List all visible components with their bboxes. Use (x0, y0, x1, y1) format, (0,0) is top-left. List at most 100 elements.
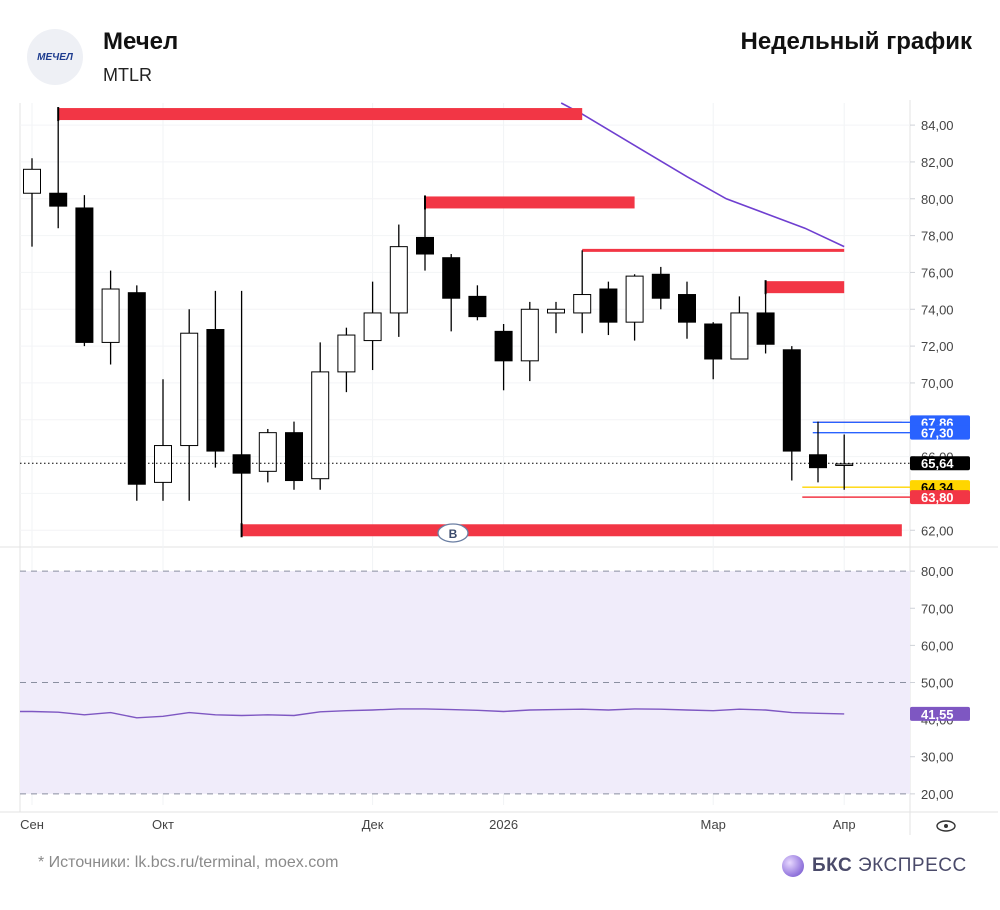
candle-body (285, 432, 303, 482)
candle-body (782, 349, 801, 452)
brand-name-rest: ЭКСПРЕСС (852, 855, 967, 876)
candle-body (101, 288, 120, 343)
candle (258, 428, 277, 483)
rsi-label-text: 41,55 (921, 707, 954, 722)
candle-body (520, 308, 539, 362)
candle (704, 322, 723, 380)
event-marker: B (437, 523, 469, 543)
price-tick-label: 76,00 (921, 265, 954, 280)
price-label-box (910, 425, 970, 440)
candle-body (835, 463, 854, 466)
price-tick-label: 70,00 (921, 376, 954, 391)
time-tick-label: Дек (362, 817, 384, 832)
rsi-current-label: 41,55 (910, 706, 970, 722)
rsi-tick-label: 80,00 (921, 564, 954, 579)
price-chart[interactable]: 62,0064,0066,0068,0070,0072,0074,0076,00… (0, 0, 1000, 850)
candle (756, 287, 775, 354)
candle-body (809, 454, 827, 469)
candle-body (416, 236, 434, 255)
candle (232, 290, 251, 531)
price-label-box (910, 490, 970, 505)
candles (23, 110, 854, 531)
candle-body (730, 312, 749, 360)
company-logo: МЕЧЕЛ (27, 29, 83, 85)
candle (337, 327, 356, 393)
candle (23, 158, 41, 247)
candle (206, 290, 225, 468)
candle-body (154, 445, 172, 483)
time-tick-label: Сен (20, 817, 44, 832)
time-tick-label: Апр (833, 817, 856, 832)
level-zone-4 (241, 524, 902, 537)
candle (285, 421, 303, 490)
candle (599, 281, 618, 336)
logo-text: МЕЧЕЛ (37, 51, 73, 63)
candle (101, 270, 120, 365)
candle (809, 421, 827, 483)
candle (730, 296, 749, 360)
price-label-text: 63,80 (921, 490, 954, 505)
price-tick-label: 80,00 (921, 192, 954, 207)
candle-body (494, 330, 513, 362)
candle-body (573, 294, 592, 314)
candle (782, 346, 801, 481)
price-label: 65,64 (910, 456, 970, 471)
brand-sphere-icon (782, 855, 804, 877)
brand-logo: БКС ЭКСПРЕСС (782, 855, 967, 877)
level-zone-0 (58, 108, 583, 121)
rsi-tick-label: 70,00 (921, 601, 954, 616)
sources-note: * Источники: lk.bcs.ru/terminal, moex.co… (38, 854, 339, 871)
candle-body (49, 192, 68, 207)
candle (547, 301, 565, 334)
price-tick-label: 82,00 (921, 155, 954, 170)
candle-body (389, 246, 408, 314)
candle-body (547, 308, 565, 314)
time-axis: Сен Окт Дек 2026 Мар Апр (20, 817, 856, 832)
candle-body (127, 292, 146, 485)
brand-name-bold: БКС (812, 855, 853, 876)
price-tick-label: 62,00 (921, 523, 954, 538)
candle-body (75, 207, 94, 343)
candle-body (23, 168, 41, 194)
candle (625, 274, 644, 341)
price-label-text: 67,30 (921, 426, 954, 441)
price-tick-label: 78,00 (921, 229, 954, 244)
candle (154, 379, 172, 501)
candle (468, 285, 487, 321)
candle-body (363, 312, 382, 342)
time-tick-label: 2026 (489, 817, 518, 832)
candle-body (258, 432, 277, 472)
candle-body (337, 334, 356, 373)
candle (127, 285, 146, 501)
rsi-tick-label: 50,00 (921, 676, 954, 691)
candle-body (756, 312, 775, 345)
price-label: 63,80 (910, 490, 970, 505)
candle (520, 301, 539, 382)
price-tick-label: 72,00 (921, 339, 954, 354)
eye-outline (936, 820, 956, 832)
time-tick-label: Окт (152, 817, 174, 832)
candle-body (704, 323, 723, 360)
candle (75, 195, 94, 347)
candle (442, 254, 461, 332)
price-tick-label: 74,00 (921, 302, 954, 317)
candle-body (232, 454, 251, 474)
rsi-label-box (910, 706, 970, 721)
price-tick-label: 84,00 (921, 118, 954, 133)
candle-body (599, 288, 618, 323)
candle (494, 324, 513, 391)
eye-pupil (944, 824, 948, 828)
candle-body (625, 275, 644, 323)
candle (389, 224, 408, 337)
rsi-tick-label: 60,00 (921, 638, 954, 653)
candle-body (442, 257, 461, 299)
ticker-symbol: MTLR (103, 65, 152, 85)
candle (311, 342, 330, 490)
candle (416, 198, 434, 271)
candle-body (678, 294, 696, 323)
page-title: Мечел (103, 28, 179, 55)
candle (678, 281, 696, 339)
candle-body (468, 295, 487, 318)
candle-body (311, 371, 330, 480)
